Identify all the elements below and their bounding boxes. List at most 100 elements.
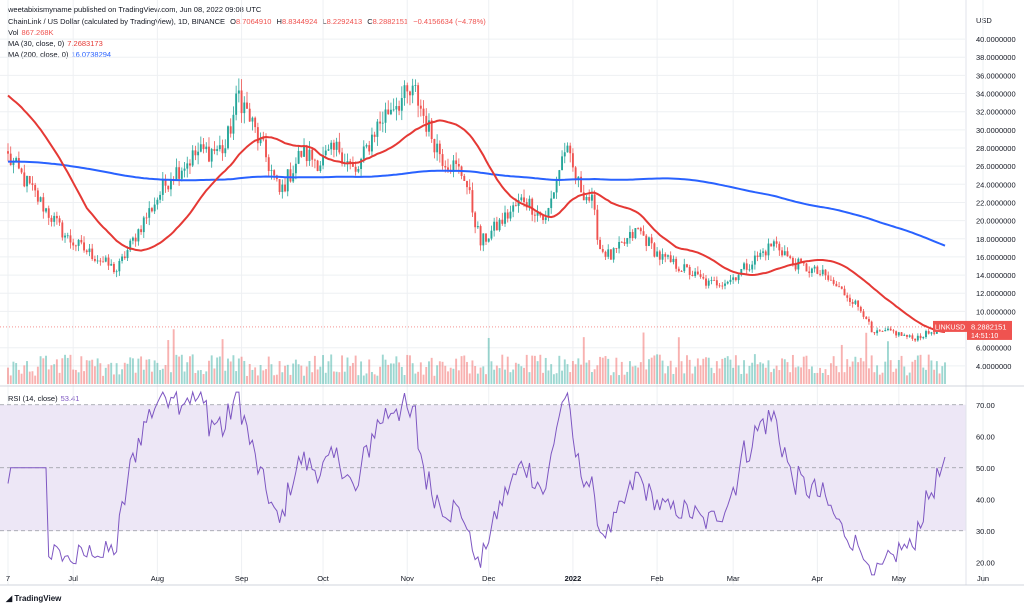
candle-body	[544, 217, 547, 221]
candle-body	[819, 273, 822, 275]
rsi-tick-label: 50.00	[976, 464, 995, 473]
candle-body	[210, 149, 213, 162]
volume-bar	[466, 361, 468, 384]
symbol-legend[interactable]: ChainLink / US Dollar (calculated by Tra…	[8, 17, 489, 26]
volume-bar	[835, 365, 838, 384]
volume-bar	[897, 360, 900, 384]
candle-body	[908, 335, 911, 337]
volume-bar	[159, 370, 162, 384]
candle-body	[810, 268, 813, 274]
candle-body	[667, 255, 669, 257]
candle-body	[297, 150, 300, 164]
candle-body	[694, 271, 697, 276]
candle-body	[77, 239, 80, 246]
rsi-band	[0, 404, 966, 532]
time-tick-label: Jun	[977, 574, 989, 583]
candle-body	[601, 249, 604, 252]
price-tick-label: 20.0000000	[976, 217, 1016, 226]
volume-bar	[694, 366, 697, 384]
candle-body	[672, 258, 675, 263]
candle-body	[409, 91, 411, 96]
candle-body	[99, 260, 102, 262]
volume-bar	[191, 354, 194, 384]
volume-bar	[254, 367, 257, 384]
candle-body	[661, 254, 664, 260]
candle-body	[189, 163, 191, 166]
volume-legend[interactable]: Vol 867.268K	[8, 28, 57, 37]
candle-body	[83, 242, 85, 251]
candle-body	[194, 150, 197, 156]
volume-bar	[542, 372, 544, 384]
volume-bar	[941, 366, 944, 384]
volume-bar	[748, 365, 751, 384]
candle-body	[126, 250, 129, 259]
ma30-legend[interactable]: MA (30, close, 0) 7.2683173	[8, 39, 106, 48]
volume-bar	[50, 365, 53, 384]
candle-body	[457, 163, 460, 167]
candle-body	[66, 235, 69, 237]
close-value: 8.2882151	[372, 17, 409, 26]
volume-bar	[724, 357, 726, 384]
candle-body	[235, 93, 238, 115]
candle-body	[933, 332, 936, 334]
candle-body	[843, 288, 846, 296]
volume-bar	[566, 364, 569, 384]
volume-bar	[707, 357, 710, 384]
candle-body	[873, 332, 876, 334]
volume-bar	[525, 354, 528, 384]
volume-bar	[441, 361, 444, 384]
volume-bar	[17, 369, 20, 384]
volume-bar	[15, 363, 18, 384]
tradingview-watermark[interactable]: ◢ TradingView	[6, 594, 61, 603]
candle-body	[802, 262, 805, 264]
volume-bar	[895, 368, 898, 384]
volume-bar	[512, 369, 515, 384]
volume-bar	[259, 364, 262, 384]
candle-body	[650, 237, 653, 244]
volume-bar	[64, 354, 66, 384]
candle-body	[791, 257, 794, 264]
candle-body	[585, 196, 588, 201]
candle-body	[577, 176, 580, 180]
volume-bar	[933, 369, 936, 384]
volume-bar	[783, 359, 786, 384]
close-label: C	[367, 17, 373, 26]
volume-bar	[422, 374, 425, 384]
volume-bar	[327, 361, 330, 384]
candle-body	[542, 215, 544, 221]
candle-body	[732, 277, 735, 280]
volume-bar	[781, 358, 783, 384]
candle-body	[495, 221, 498, 231]
candle-body	[80, 239, 83, 243]
volume-bar	[829, 363, 832, 384]
rsi-legend[interactable]: RSI (14, close) 53.41	[8, 394, 82, 403]
candle-body	[289, 169, 292, 182]
volume-bar	[813, 373, 816, 384]
candle-body	[561, 156, 564, 171]
volume-bar	[270, 364, 273, 384]
ma200-legend[interactable]: MA (200, close, 0) 16.0738294	[8, 50, 114, 59]
volume-bar	[31, 371, 34, 384]
candle-body	[498, 219, 501, 231]
candle-body	[93, 258, 96, 261]
candle-body	[237, 90, 240, 94]
volume-bar	[419, 362, 422, 384]
volume-bar	[743, 360, 745, 384]
volume-bar	[669, 360, 672, 384]
volume-bar	[248, 363, 251, 384]
rsi-tick-label: 30.00	[976, 527, 995, 536]
volume-bar	[474, 366, 477, 384]
volume-bar	[539, 354, 542, 384]
volume-bar	[292, 363, 295, 384]
ma30-value: 7.2683173	[67, 39, 103, 48]
volume-bar	[235, 371, 238, 384]
candle-body	[422, 108, 425, 116]
volume-bar	[710, 367, 713, 384]
volume-bar	[417, 371, 420, 384]
volume-bar	[922, 367, 925, 384]
volume-bar	[563, 359, 566, 384]
candle-body	[485, 233, 487, 242]
volume-bar	[476, 373, 479, 384]
candle-body	[115, 271, 118, 273]
